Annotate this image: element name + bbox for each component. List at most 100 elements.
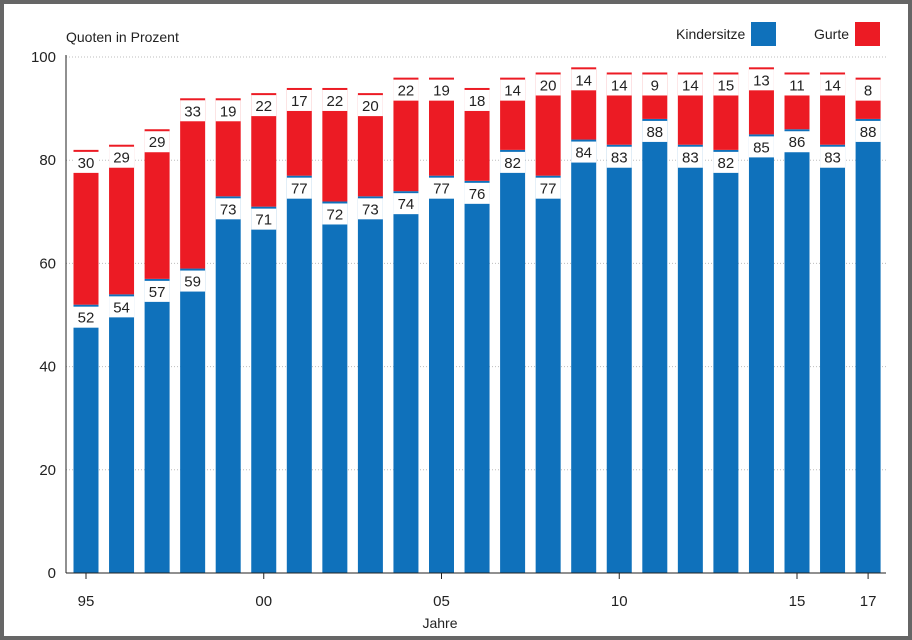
data-label-gurte: 20 bbox=[362, 98, 379, 115]
y-tick-label: 80 bbox=[39, 152, 56, 169]
label-band-kindersitze bbox=[322, 203, 348, 225]
data-label-kindersitze: 88 bbox=[646, 124, 663, 141]
label-band-gurte bbox=[642, 74, 668, 96]
label-band-gurte bbox=[393, 79, 419, 101]
x-tick-label: 15 bbox=[789, 593, 806, 610]
legend-item-kindersitze: Kindersitze bbox=[676, 22, 777, 46]
bar-kindersitze bbox=[820, 144, 846, 573]
bar-kindersitze bbox=[500, 149, 526, 573]
y-tick-label: 40 bbox=[39, 359, 56, 376]
bar-kindersitze bbox=[144, 278, 170, 573]
label-band-kindersitze bbox=[500, 151, 526, 173]
label-band-kindersitze bbox=[144, 280, 170, 302]
bar-gurte bbox=[73, 149, 99, 305]
legend-label-gurte: Gurte bbox=[814, 26, 850, 42]
label-band-kindersitze bbox=[251, 208, 277, 230]
label-band-kindersitze bbox=[820, 146, 846, 168]
data-label-gurte: 18 bbox=[469, 93, 486, 110]
data-label-gurte: 19 bbox=[433, 83, 450, 100]
bar-gurte bbox=[180, 98, 206, 269]
data-label-gurte: 15 bbox=[718, 77, 735, 94]
data-label-gurte: 14 bbox=[575, 72, 592, 89]
bar-kindersitze bbox=[251, 206, 277, 573]
data-label-gurte: 22 bbox=[327, 93, 344, 110]
label-band-gurte bbox=[109, 146, 135, 168]
label-band-gurte bbox=[73, 151, 99, 173]
data-label-kindersitze: 74 bbox=[398, 196, 415, 213]
data-label-gurte: 14 bbox=[504, 83, 521, 100]
data-label-kindersitze: 76 bbox=[469, 186, 486, 203]
data-label-kindersitze: 77 bbox=[540, 181, 557, 198]
x-tick-label: 05 bbox=[433, 593, 450, 610]
data-label-gurte: 14 bbox=[611, 77, 628, 94]
bar-kindersitze bbox=[535, 175, 561, 573]
bar-kindersitze bbox=[855, 118, 881, 574]
label-band-gurte bbox=[322, 89, 348, 111]
data-label-kindersitze: 57 bbox=[149, 284, 166, 301]
data-label-gurte: 22 bbox=[255, 98, 272, 115]
data-label-kindersitze: 83 bbox=[611, 150, 628, 167]
label-band-kindersitze bbox=[784, 131, 810, 153]
bar-kindersitze bbox=[784, 129, 810, 574]
label-band-kindersitze bbox=[464, 182, 490, 204]
label-band-kindersitze bbox=[748, 136, 774, 158]
y-tick-label: 60 bbox=[39, 255, 56, 272]
x-tick-label: 17 bbox=[860, 593, 877, 610]
label-band-kindersitze bbox=[357, 198, 383, 220]
bar-kindersitze bbox=[642, 118, 668, 574]
x-tick-label: 10 bbox=[611, 593, 628, 610]
label-band-gurte bbox=[713, 74, 739, 96]
bar-kindersitze bbox=[109, 294, 135, 573]
data-label-kindersitze: 82 bbox=[504, 155, 521, 172]
data-label-kindersitze: 77 bbox=[291, 181, 308, 198]
data-label-gurte: 33 bbox=[184, 103, 201, 120]
label-band-gurte bbox=[820, 74, 846, 96]
data-label-kindersitze: 82 bbox=[718, 155, 735, 172]
label-band-kindersitze bbox=[713, 151, 739, 173]
label-band-gurte bbox=[180, 100, 206, 122]
label-band-kindersitze bbox=[429, 177, 454, 199]
label-band-kindersitze bbox=[677, 146, 703, 168]
y-tick-label: 100 bbox=[31, 49, 56, 66]
label-band-gurte bbox=[535, 74, 561, 96]
label-band-kindersitze bbox=[855, 120, 881, 142]
data-label-gurte: 14 bbox=[824, 77, 841, 94]
bar-kindersitze bbox=[180, 268, 206, 573]
x-tick-label: 95 bbox=[78, 593, 95, 610]
label-band-gurte bbox=[464, 89, 490, 111]
label-band-gurte bbox=[286, 89, 312, 111]
label-band-gurte bbox=[677, 74, 703, 96]
label-band-kindersitze bbox=[642, 120, 668, 142]
data-label-kindersitze: 73 bbox=[362, 201, 379, 218]
label-band-gurte bbox=[500, 79, 526, 101]
label-band-kindersitze bbox=[73, 306, 99, 328]
data-label-kindersitze: 83 bbox=[824, 150, 841, 167]
label-band-kindersitze bbox=[109, 296, 135, 318]
y-tick-label: 0 bbox=[48, 565, 56, 582]
data-label-gurte: 30 bbox=[78, 155, 95, 172]
data-label-kindersitze: 59 bbox=[184, 274, 201, 291]
data-label-kindersitze: 85 bbox=[753, 139, 770, 156]
label-band-gurte bbox=[215, 100, 241, 122]
label-band-gurte bbox=[784, 74, 810, 96]
legend-item-gurte: Gurte bbox=[814, 22, 881, 46]
bar-kindersitze bbox=[322, 201, 348, 574]
data-label-kindersitze: 72 bbox=[327, 206, 344, 223]
legend-swatch-kindersitze bbox=[751, 22, 777, 46]
bar-kindersitze bbox=[677, 144, 703, 573]
data-label-gurte: 20 bbox=[540, 77, 557, 94]
x-tick-label: 00 bbox=[255, 593, 272, 610]
data-label-gurte: 13 bbox=[753, 72, 770, 89]
data-label-kindersitze: 77 bbox=[433, 181, 450, 198]
bar-kindersitze bbox=[429, 175, 454, 573]
label-band-kindersitze bbox=[571, 141, 597, 163]
data-label-kindersitze: 84 bbox=[575, 145, 592, 162]
bar-kindersitze bbox=[571, 139, 597, 573]
data-label-kindersitze: 52 bbox=[78, 310, 95, 327]
x-axis-label: Jahre bbox=[422, 615, 457, 631]
data-label-kindersitze: 71 bbox=[255, 212, 272, 229]
data-label-kindersitze: 88 bbox=[860, 124, 877, 141]
data-label-gurte: 8 bbox=[864, 83, 872, 100]
label-band-gurte bbox=[144, 131, 170, 153]
data-label-kindersitze: 83 bbox=[682, 150, 699, 167]
